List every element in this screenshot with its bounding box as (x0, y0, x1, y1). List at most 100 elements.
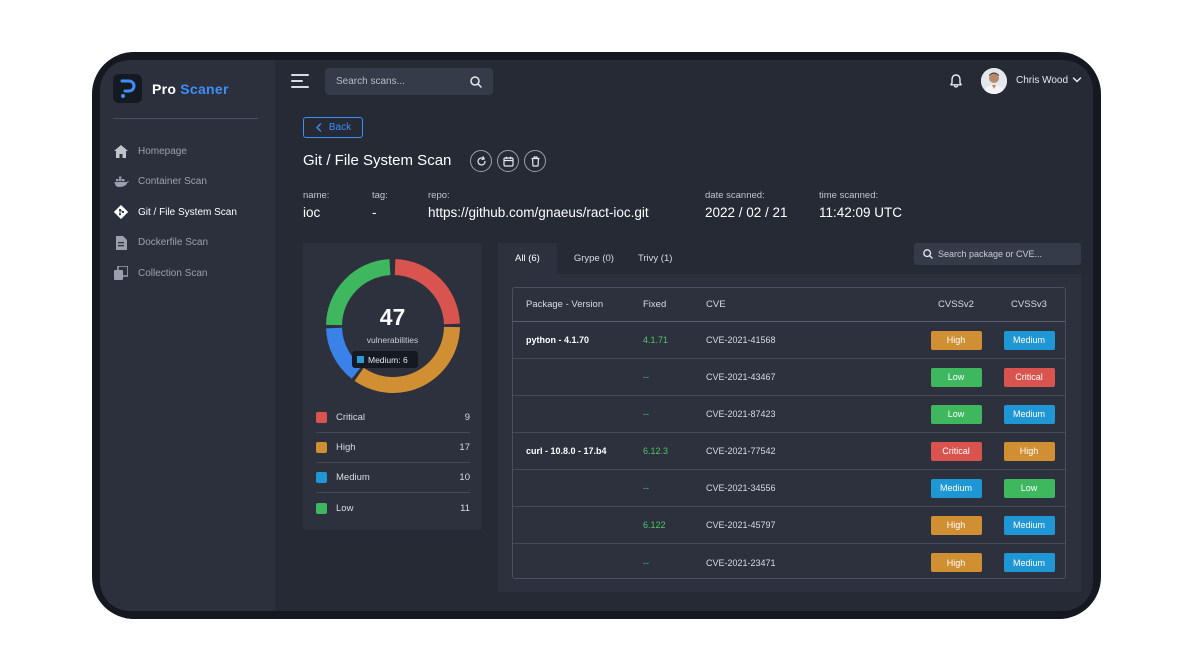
package-search-input[interactable] (938, 249, 1072, 259)
cvss2-severity-badge: Low (930, 367, 982, 387)
delete-button[interactable] (524, 150, 546, 172)
copy-icon (113, 265, 129, 281)
legend-label: Low (336, 502, 354, 514)
home-icon (113, 143, 129, 159)
cvss3-cell: High (996, 441, 1062, 461)
cvss3-severity-badge: Medium (1003, 404, 1055, 424)
tab-trivy[interactable]: Trivy (1) (637, 253, 673, 264)
avatar[interactable] (981, 68, 1007, 94)
vulnerability-total-label: vulnerabilities (366, 335, 419, 345)
tab-all[interactable]: All (6) (498, 243, 557, 274)
tab-grype[interactable]: Grype (0) (573, 253, 614, 264)
sidebar-item-dockerfile-scan[interactable]: Dockerfile Scan (113, 228, 237, 259)
calendar-button[interactable] (497, 150, 519, 172)
scan-search-input[interactable] (336, 76, 470, 87)
calendar-icon (502, 156, 514, 167)
cvss2-cell: High (916, 330, 996, 350)
cvss2-cell: Low (916, 404, 996, 424)
cve-id[interactable]: CVE-2021-34556 (706, 483, 776, 493)
page-title: Git / File System Scan (303, 152, 452, 169)
meta-time: time scanned: 11:42:09 UTC (819, 190, 902, 220)
cvss3-cell: Medium (996, 553, 1062, 572)
vulnerability-table-panel: Package - Version Fixed CVE CVSSv2 CVSSv… (498, 274, 1081, 592)
table-row[interactable]: python - 4.1.70 4.1.71 CVE-2021-41568 High M… (513, 322, 1065, 359)
cvss3-cell: Medium (996, 404, 1062, 424)
column-header-cvssv3[interactable]: CVSSv3 (1011, 299, 1047, 310)
refresh-button[interactable] (470, 150, 492, 172)
cvss3-cell: Medium (996, 515, 1062, 535)
cvss2-severity-badge: High (930, 553, 982, 572)
sidebar-item-git-file-system-scan[interactable]: Git / File System Scan (113, 197, 237, 228)
cve-id[interactable]: CVE-2021-45797 (706, 520, 776, 530)
table-row[interactable]: -- CVE-2021-23471 High Medium (513, 544, 1065, 581)
meta-tag-value: - (372, 205, 377, 220)
vulnerability-table: Package - Version Fixed CVE CVSSv2 CVSSv… (512, 287, 1066, 579)
user-name[interactable]: Chris Wood (1016, 75, 1069, 86)
cvss2-cell: Low (916, 367, 996, 387)
table-row[interactable]: curl - 10.8.0 - 17.b4 6.12.3 CVE-2021-7754… (513, 433, 1065, 470)
donut-segment-high[interactable] (354, 326, 460, 393)
legend-count: 10 (459, 472, 470, 483)
logo-word-scaner: Scaner (180, 80, 229, 97)
column-header-package[interactable]: Package - Version (526, 299, 604, 310)
back-button-label: Back (328, 122, 352, 133)
sidebar: Pro Scaner Homepage Container Scan (100, 60, 275, 611)
meta-repo-value[interactable]: https://github.com/gnaeus/ract-ioc.git (428, 205, 649, 220)
fixed-version: 6.12.3 (643, 446, 669, 456)
title-actions (470, 150, 546, 172)
meta-time-value: 11:42:09 UTC (819, 205, 903, 220)
cvss2-severity-badge: Critical (930, 441, 982, 461)
cvss2-severity-badge: High (930, 330, 982, 350)
legend-swatch (316, 442, 327, 453)
table-row[interactable]: -- CVE-2021-87423 Low Medium (513, 396, 1065, 433)
package-version: curl - 10.8.0 - 17.b4 (526, 446, 607, 456)
legend-swatch (316, 502, 327, 514)
table-body: python - 4.1.70 4.1.71 CVE-2021-41568 High M… (513, 322, 1065, 581)
sidebar-divider (113, 118, 258, 119)
column-header-fixed[interactable]: Fixed (643, 299, 667, 310)
chevron-left-icon (316, 123, 322, 132)
cve-id[interactable]: CVE-2021-43467 (706, 372, 776, 382)
table-header: Package - Version Fixed CVE CVSSv2 CVSSv… (513, 288, 1065, 322)
cvss2-cell: High (916, 515, 996, 535)
legend-count: 11 (460, 502, 470, 514)
cvss2-severity-badge: High (930, 515, 982, 535)
sidebar-item-homepage[interactable]: Homepage (113, 136, 237, 167)
donut-segment-critical[interactable] (394, 259, 460, 325)
cve-id[interactable]: CVE-2021-77542 (706, 446, 776, 456)
package-search-box (914, 243, 1081, 265)
fixed-version: 6.122 (643, 520, 666, 530)
column-header-cve[interactable]: CVE (706, 299, 726, 310)
docker-icon (113, 174, 129, 190)
sidebar-item-container-scan[interactable]: Container Scan (113, 167, 237, 198)
donut-segment-low[interactable] (326, 259, 391, 326)
legend-count: 17 (459, 442, 470, 453)
vulnerability-summary-card: 47 vulnerabilities Medium: 6 Critical 9 … (303, 243, 482, 530)
refresh-icon (476, 155, 486, 166)
back-button[interactable]: Back (303, 117, 363, 138)
cvss3-cell: Low (996, 478, 1062, 498)
legend-row-medium: Medium 10 (316, 463, 470, 493)
table-row[interactable]: 6.122 CVE-2021-45797 High Medium (513, 507, 1065, 544)
table-row[interactable]: -- CVE-2021-34556 Medium Low (513, 470, 1065, 507)
column-header-cvssv2[interactable]: CVSSv2 (938, 299, 974, 310)
cve-id[interactable]: CVE-2021-23471 (706, 557, 776, 568)
file-icon (113, 235, 129, 251)
git-icon (113, 204, 129, 220)
bell-icon[interactable] (948, 73, 964, 89)
cvss3-severity-badge: Medium (1003, 515, 1055, 535)
cve-id[interactable]: CVE-2021-41568 (706, 335, 776, 345)
search-icon[interactable] (470, 75, 482, 88)
menu-icon[interactable] (291, 74, 309, 88)
chevron-down-icon[interactable] (1072, 75, 1082, 85)
meta-time-label: time scanned: (819, 190, 879, 201)
tooltip-text: Medium: 6 (368, 354, 408, 365)
meta-name-label: name: (303, 190, 330, 201)
trash-icon (531, 155, 539, 167)
fixed-version: -- (643, 409, 649, 419)
search-icon[interactable] (923, 249, 933, 259)
sidebar-item-collection-scan[interactable]: Collection Scan (113, 258, 237, 289)
logo[interactable]: Pro Scaner (113, 74, 229, 103)
table-row[interactable]: -- CVE-2021-43467 Low Critical (513, 359, 1065, 396)
cve-id[interactable]: CVE-2021-87423 (706, 409, 776, 419)
